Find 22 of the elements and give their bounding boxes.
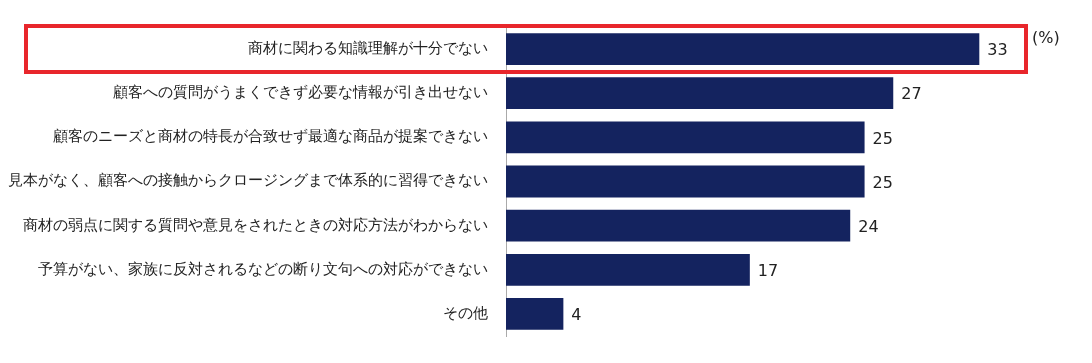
bar — [506, 298, 564, 330]
bar — [506, 165, 865, 198]
y-tick-label: 商材の弱点に関する質問や意見をされたときの対応方法がわからない — [23, 215, 488, 234]
y-tick-label: その他 — [443, 303, 488, 322]
y-tick-label: 予算がない、家族に反対されるなどの断り文句への対応ができない — [38, 259, 488, 278]
y-tick-label: 商材に関わる知識理解が十分でない — [248, 38, 488, 57]
y-tick-label: 見本がなく、顧客への接触からクロージングまで体系的に習得できない — [8, 171, 488, 190]
data-label: 24 — [858, 216, 879, 236]
bar — [506, 253, 750, 286]
data-label: 27 — [901, 84, 922, 104]
data-label: 25 — [872, 172, 893, 192]
data-label: 4 — [571, 305, 582, 325]
data-label: 25 — [872, 128, 893, 148]
text: (%) — [1032, 28, 1060, 47]
bar — [506, 121, 865, 154]
y-tick-label: 顧客のニーズと商材の特長が合致せず最適な商品が提案できない — [53, 127, 488, 146]
data-label: 17 — [757, 260, 779, 280]
bar — [506, 33, 980, 65]
y-tick-label: 顧客への質問がうまくできず必要な情報が引き出せない — [113, 83, 488, 102]
bar — [506, 209, 851, 242]
bar — [506, 77, 894, 110]
data-label: 33 — [987, 40, 1008, 60]
